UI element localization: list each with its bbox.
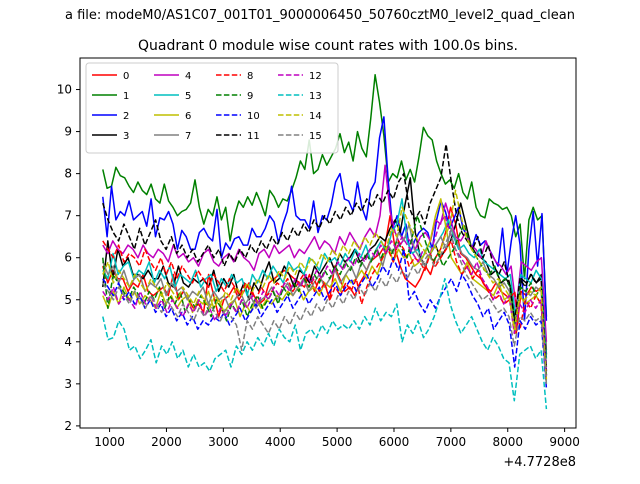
series-line-8 [102, 240, 548, 384]
y-tick-label: 9 [64, 125, 72, 139]
x-tick-label: 3000 [208, 435, 239, 449]
legend-label-13: 13 [309, 91, 322, 102]
y-tick-label: 4 [64, 335, 72, 349]
legend-label-1: 1 [123, 91, 129, 102]
legend-label-0: 0 [123, 71, 129, 82]
x-tick-label: 2000 [151, 435, 182, 449]
y-tick-label: 8 [64, 167, 72, 181]
legend-label-5: 5 [185, 91, 191, 102]
x-tick-label: 1000 [94, 435, 125, 449]
series-line-13 [102, 277, 548, 410]
legend-label-12: 12 [309, 71, 322, 82]
y-axis: 2 3 4 5 6 7 8 9 10 [57, 83, 80, 433]
series-line-14 [102, 189, 548, 384]
x-tick-label: 7000 [436, 435, 467, 449]
x-axis: 1000 2000 3000 4000 5000 6000 7000 8000 9000 [94, 428, 580, 449]
series-line-1 [102, 74, 548, 317]
axes-frame [79, 57, 577, 429]
legend-label-9: 9 [247, 91, 253, 102]
y-tick-label: 5 [64, 293, 72, 307]
legend-label-2: 2 [123, 111, 129, 122]
y-tick-label: 6 [64, 251, 72, 265]
series-line-12 [102, 214, 548, 376]
legend-label-8: 8 [247, 71, 253, 82]
legend-label-6: 6 [185, 111, 191, 122]
x-tick-label: 8000 [492, 435, 523, 449]
x-offset-label: +4.7728e8 [503, 455, 576, 470]
series-line-15 [102, 231, 548, 384]
series-line-11 [102, 143, 548, 372]
series-line-10 [102, 248, 548, 389]
legend-label-14: 14 [309, 111, 322, 122]
series-line-7 [102, 223, 548, 368]
y-tick-label: 3 [64, 377, 72, 391]
y-tick-label: 7 [64, 209, 72, 223]
series-line-5 [102, 198, 548, 359]
legend-box [85, 62, 339, 154]
plot-area [102, 74, 548, 410]
legend-label-10: 10 [247, 111, 260, 122]
chart-title: Quadrant 0 module wise count rates with … [138, 38, 518, 54]
file-title: a file: modeM0/AS1C07_001T01_9000006450_… [65, 8, 575, 23]
y-tick-label: 10 [57, 83, 72, 97]
legend-label-11: 11 [247, 131, 260, 142]
x-tick-label: 9000 [549, 435, 580, 449]
y-tick-label: 2 [64, 419, 72, 433]
legend-label-3: 3 [123, 131, 129, 142]
x-tick-label: 4000 [265, 435, 296, 449]
x-tick-label: 5000 [322, 435, 353, 449]
legend-label-7: 7 [185, 131, 191, 142]
legend-label-15: 15 [309, 131, 322, 142]
x-tick-label: 6000 [379, 435, 410, 449]
legend-label-4: 4 [185, 71, 191, 82]
